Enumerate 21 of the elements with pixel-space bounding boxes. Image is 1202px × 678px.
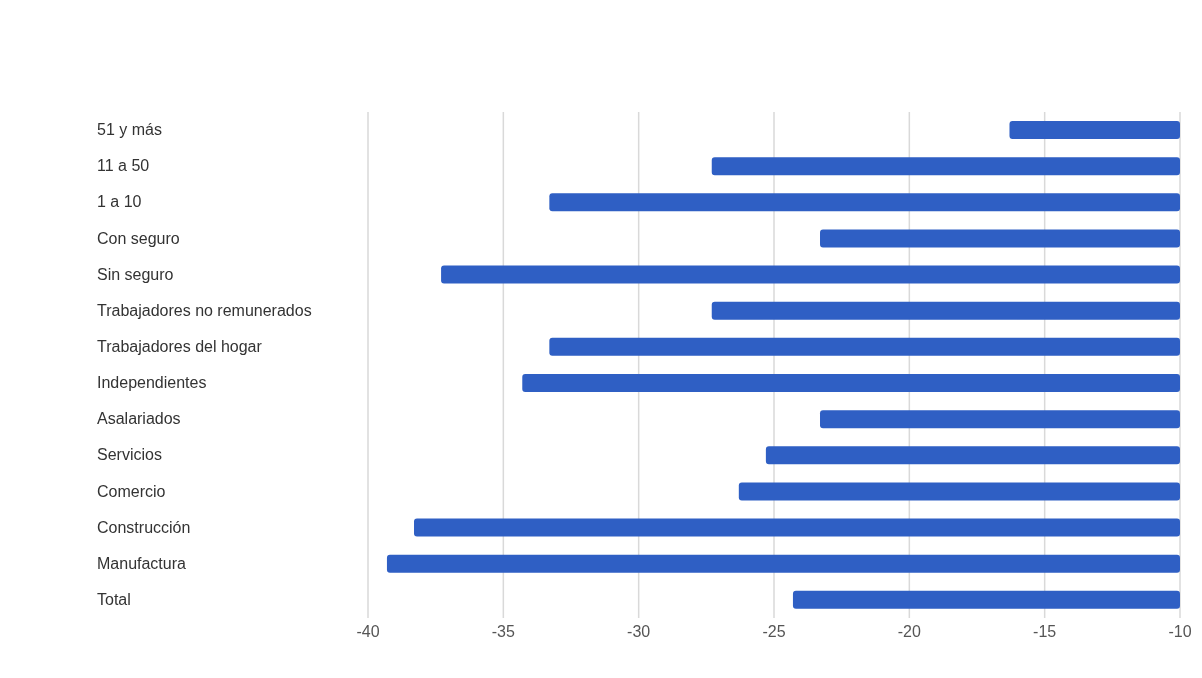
x-tick-label: -30: [627, 623, 651, 641]
y-tick-label: Asalariados: [97, 410, 181, 428]
y-tick-label: Comercio: [97, 482, 166, 500]
y-tick-label: Trabajadores no remunerados: [97, 301, 312, 319]
y-tick-label: Sin seguro: [97, 265, 174, 283]
y-tick-label: Independientes: [97, 374, 207, 392]
x-tick-label: -25: [762, 623, 786, 641]
y-tick-label: Con seguro: [97, 229, 180, 247]
y-tick-label: 1 a 10: [97, 193, 142, 211]
y-tick-label: Servicios: [97, 446, 162, 464]
x-tick-label: -35: [491, 623, 515, 641]
y-tick-label: Trabajadores del hogar: [97, 337, 263, 355]
x-tick-label: -15: [1033, 623, 1057, 641]
x-tick-label: -10: [1168, 623, 1192, 641]
y-tick-label: Construcción: [97, 518, 191, 536]
x-tick-label: -40: [356, 623, 380, 641]
y-tick-label: 51 y más: [97, 121, 162, 139]
y-tick-label: Manufactura: [97, 554, 187, 572]
y-tick-label: Total: [97, 590, 131, 608]
y-tick-label: 11 a 50: [97, 157, 150, 175]
x-tick-label: -20: [897, 623, 921, 641]
